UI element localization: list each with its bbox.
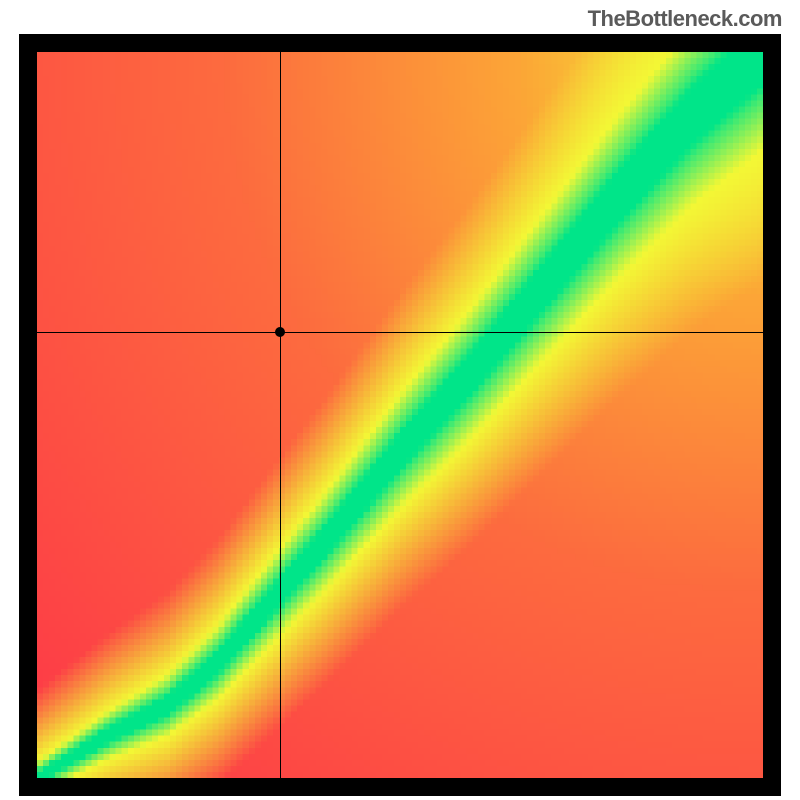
crosshair-horizontal [37,332,763,333]
chart-frame [19,34,781,796]
heatmap-plot [37,52,763,778]
heatmap-canvas [37,52,763,778]
watermark-text: TheBottleneck.com [588,6,782,32]
crosshair-marker [275,327,285,337]
crosshair-vertical [280,52,281,778]
